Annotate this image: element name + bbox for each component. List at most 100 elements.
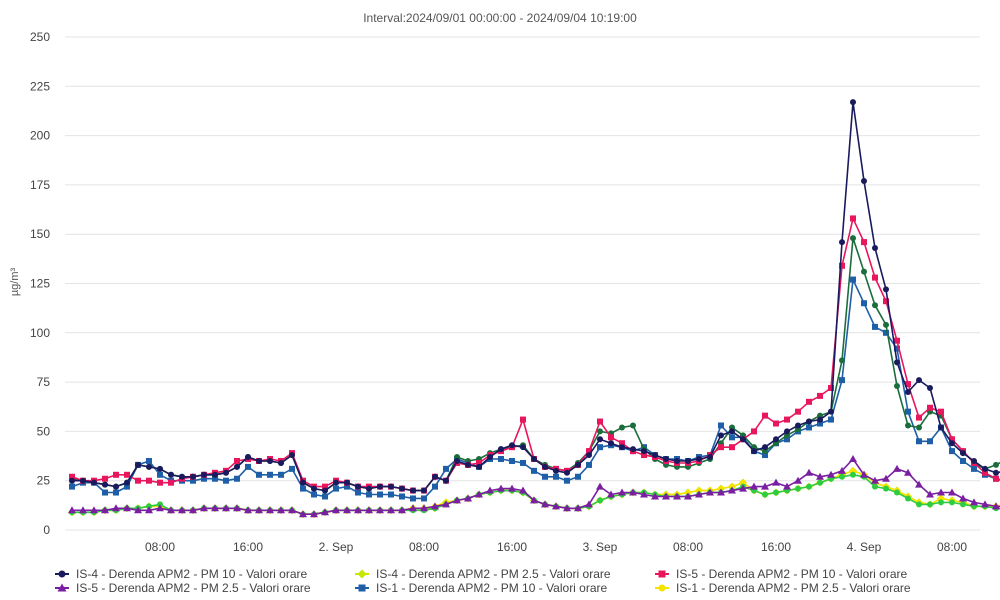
y-axis-label: µg/m³ [9,267,21,296]
data-point [883,321,889,328]
y-tick-label: 75 [37,375,51,389]
data-point [189,506,197,514]
data-point [839,239,845,246]
data-point [828,408,834,415]
data-point [806,418,812,425]
data-point [729,444,735,451]
data-point [343,506,351,514]
data-point [431,502,439,510]
data-point [179,473,185,480]
data-point [640,490,648,498]
data-point [938,424,944,431]
legend-label: IS-4 - Derenda APM2 - PM 2.5 - Valori or… [376,567,611,581]
data-point [464,494,472,502]
legend-item[interactable]: IS-4 - Derenda APM2 - PM 2.5 - Valori or… [355,567,611,581]
data-point [310,510,318,518]
data-point [520,459,526,466]
data-point [674,457,680,464]
x-tick-label: 08:00 [937,540,967,554]
data-point [145,506,153,514]
data-point [564,477,570,484]
data-point [586,448,592,455]
data-point [597,418,603,425]
y-axis-ticks: 0 25 50 75 100 125 150 175 200 225 250 [30,30,50,537]
data-point [728,486,736,494]
data-point [509,457,515,464]
legend-label: IS-1 - Derenda APM2 - PM 10 - Valori ora… [376,581,608,595]
data-point [168,471,174,478]
series-line [71,217,1000,492]
data-point [123,504,131,512]
data-point [992,502,1000,510]
data-point [949,436,955,443]
data-point [443,477,449,484]
data-point [387,506,395,514]
data-point [817,392,823,399]
data-point [102,475,108,482]
data-point [751,428,757,435]
data-point [178,506,186,514]
data-point [69,477,75,484]
legend-label: IS-1 - Derenda APM2 - PM 2.5 - Valori or… [676,581,911,595]
data-point [442,500,450,508]
data-point [883,286,889,293]
data-point [982,465,988,472]
data-point [454,457,460,464]
data-point [960,457,966,464]
data-point [355,489,361,496]
data-point [751,448,757,455]
legend-item[interactable]: IS-5 - Derenda APM2 - PM 2.5 - Valori or… [55,581,311,595]
series-line [71,237,1000,492]
data-point [586,461,592,468]
data-point [288,506,296,514]
legend-marker [357,569,367,579]
legend-item[interactable]: IS-1 - Derenda APM2 - PM 2.5 - Valori or… [655,581,911,595]
data-point [905,381,911,388]
y-tick-label: 25 [37,474,51,488]
data-point [421,487,427,494]
data-point [839,473,845,480]
data-point [938,408,944,415]
data-point [157,479,163,486]
data-point [222,504,230,512]
data-point [366,491,372,498]
data-point [762,452,768,459]
data-point [970,498,978,506]
data-point [553,473,559,480]
data-point [212,471,218,478]
y-tick-label: 150 [30,227,50,241]
data-point [883,329,889,336]
data-point [432,483,438,490]
data-point [618,488,626,496]
data-point [586,452,592,459]
series-4 [69,276,1000,502]
data-point [949,499,955,506]
data-point [508,484,516,492]
data-point [146,477,152,484]
data-point [850,215,856,222]
data-point [135,461,141,468]
data-point [762,491,768,498]
data-point [124,483,130,490]
data-point [981,500,989,508]
legend-item[interactable]: IS-1 - Derenda APM2 - PM 10 - Valori ora… [355,581,608,595]
data-point [828,416,834,423]
data-point [773,489,779,496]
data-point [299,510,307,518]
data-point [872,483,878,490]
data-point [531,467,537,474]
data-point [750,482,758,490]
data-point [916,414,922,421]
data-point [948,488,956,496]
data-point [245,463,251,470]
legend-item[interactable]: IS-4 - Derenda APM2 - PM 10 - Valori ora… [55,567,308,581]
legend-item[interactable]: IS-5 - Derenda APM2 - PM 10 - Valori ora… [655,567,908,581]
data-point [871,476,879,484]
data-point [498,456,504,463]
data-point [476,459,482,466]
data-point [542,463,548,470]
data-point [267,457,273,464]
data-point [850,471,856,478]
data-point [894,489,900,496]
data-point [894,337,900,344]
